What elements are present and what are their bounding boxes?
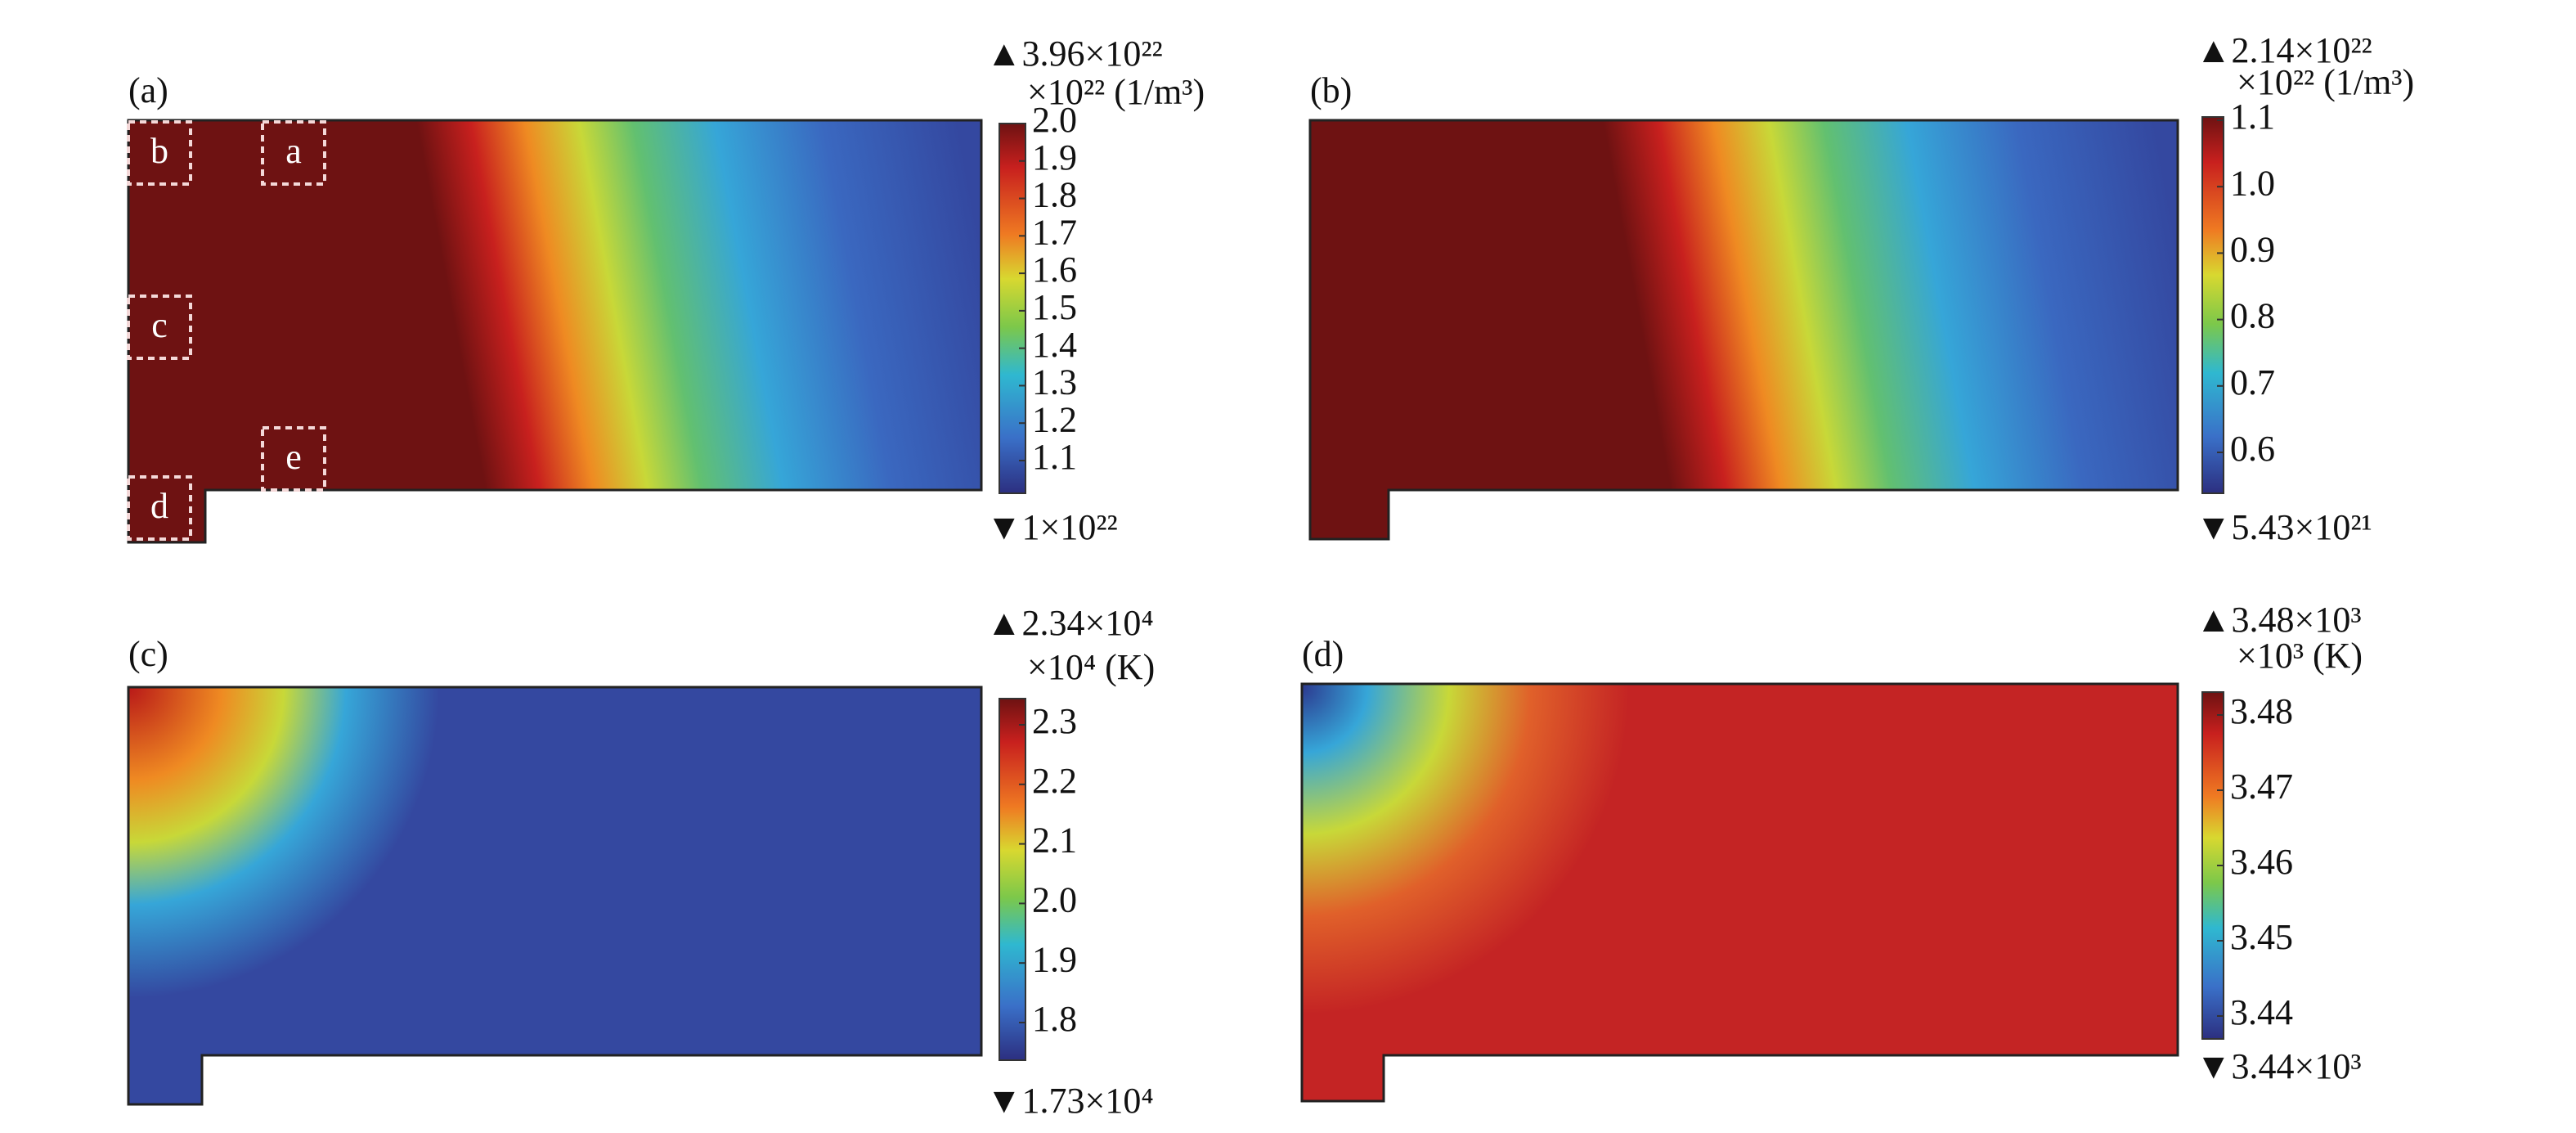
min-label: ▼3.44×10³ <box>2196 1046 2362 1086</box>
plot-field <box>1308 119 2179 541</box>
colorbar-tick-label: 3.45 <box>2230 917 2293 957</box>
region-box <box>127 120 192 186</box>
colorbar-tick-label: 2.2 <box>1032 761 1077 801</box>
region-label: a <box>285 131 302 171</box>
colorbar-tick-label: 1.2 <box>1032 399 1077 439</box>
region-label: c <box>151 305 168 345</box>
colorbar-tick-label: 1.7 <box>1032 212 1077 252</box>
colorbar-tick-label: 0.6 <box>2230 429 2275 469</box>
region-box <box>127 294 192 360</box>
region-box <box>261 426 326 492</box>
colorbar-tick-label: 0.7 <box>2230 362 2275 402</box>
panel-label: (d) <box>1302 634 1344 674</box>
colorbar-tick-label: 1.6 <box>1032 250 1077 290</box>
colorbar-tick-label: 2.1 <box>1032 821 1077 861</box>
max-label: ▲2.14×10²² <box>2196 30 2372 70</box>
panel-label: (c) <box>128 634 168 674</box>
colorbar-tick-label: 1.1 <box>2230 97 2275 137</box>
colorbar-tick-label: 1.5 <box>1032 287 1077 327</box>
colorbar <box>999 123 1026 494</box>
max-label: ▲3.96×10²² <box>986 34 1163 74</box>
unit-label: ×10²² (1/m³) <box>2237 62 2414 102</box>
colorbar-tick-label: 0.9 <box>2230 229 2275 269</box>
unit-label: ×10⁴ (K) <box>1027 647 1155 687</box>
colorbar-tick-label: 3.48 <box>2230 691 2293 731</box>
colorbar-tick-label: 0.8 <box>2230 296 2275 336</box>
region-label: e <box>285 437 302 477</box>
colorbar-tick-label: 3.47 <box>2230 767 2293 807</box>
min-label: ▼5.43×10²¹ <box>2196 507 2372 547</box>
region-label: b <box>150 131 168 171</box>
colorbar-tick-label: 2.3 <box>1032 701 1077 741</box>
colorbar <box>999 698 1026 1061</box>
region-label: d <box>150 486 168 526</box>
colorbar-tick-label: 3.46 <box>2230 842 2293 882</box>
colorbar-tick-label: 1.4 <box>1032 325 1077 365</box>
colorbar-tick-label: 1.9 <box>1032 939 1077 979</box>
region-box <box>261 120 326 186</box>
max-label: ▲3.48×10³ <box>2196 600 2362 640</box>
unit-label: ×10³ (K) <box>2237 636 2363 676</box>
unit-label: ×10²² (1/m³) <box>1027 72 1205 112</box>
colorbar-tick-label: 2.0 <box>1032 879 1077 919</box>
colorbar-tick-label: 1.8 <box>1032 175 1077 215</box>
min-label: ▼1×10²² <box>986 507 1118 547</box>
panel-label: (b) <box>1310 70 1352 110</box>
colorbar-tick-label: 3.44 <box>2230 992 2293 1032</box>
colorbar-tick-label: 2.0 <box>1032 100 1077 140</box>
max-label: ▲2.34×10⁴ <box>986 603 1154 643</box>
colorbar-tick-label: 1.1 <box>1032 437 1077 477</box>
colorbar-tick-label: 1.0 <box>2230 163 2275 203</box>
plot-field <box>127 686 983 1106</box>
plot-field <box>1300 682 2179 1103</box>
colorbar-tick-label: 1.9 <box>1032 137 1077 178</box>
region-box <box>127 475 192 541</box>
panel-label: (a) <box>128 70 168 110</box>
colorbar-tick-label: 1.8 <box>1032 999 1077 1039</box>
colorbar-tick-label: 1.3 <box>1032 362 1077 402</box>
plot-field <box>127 119 983 544</box>
colorbar <box>2201 116 2224 494</box>
min-label: ▼1.73×10⁴ <box>986 1081 1154 1121</box>
